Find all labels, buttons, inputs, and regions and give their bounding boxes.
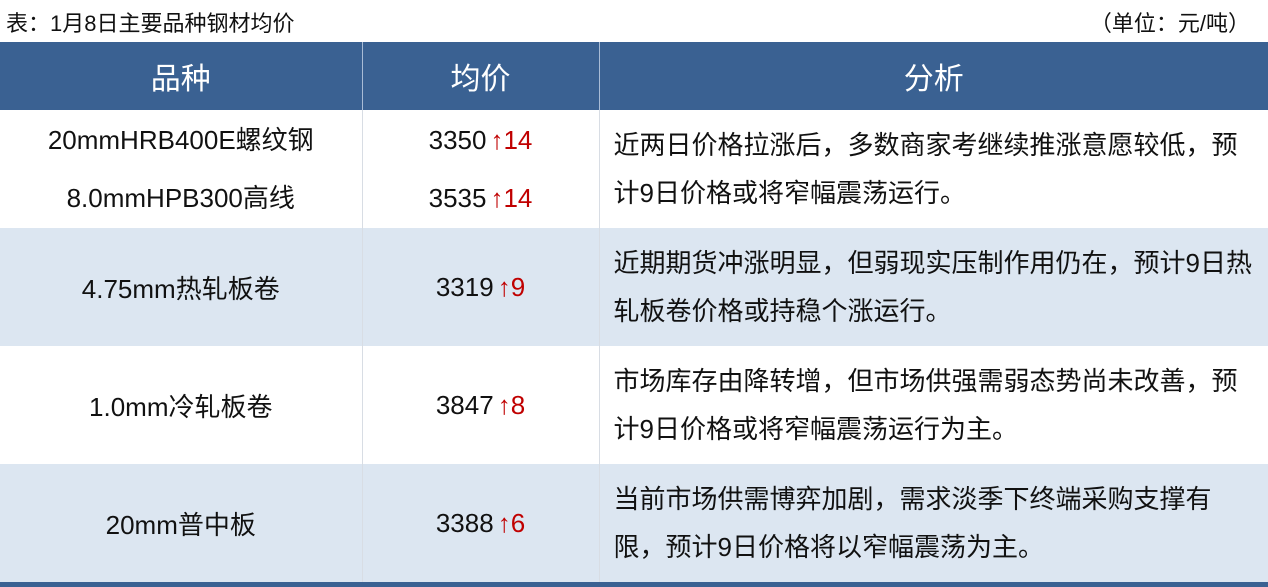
price-cell: 3319 ↑9: [362, 228, 600, 346]
header-product: 品种: [0, 42, 363, 110]
table-row: 1.0mm冷轧板卷 3847 ↑8 市场库存由降转增，但市场供强需弱态势尚未改善，…: [0, 346, 1268, 464]
price-change: ↑6: [497, 507, 526, 538]
header-row: 品种 均价 分析: [0, 42, 1268, 110]
table-row: 20mm普中板 3388 ↑6 当前市场供需博弈加剧，需求淡季下终端采购支撑有限，…: [0, 464, 1268, 587]
price-value: 3350: [428, 125, 487, 155]
price-change: ↑14: [490, 183, 533, 213]
header-analysis: 分析: [599, 42, 1268, 110]
product-name: 20mmHRB400E螺纹钢: [47, 125, 314, 155]
price-value: 3319: [435, 271, 494, 302]
table-row: 4.75mm热轧板卷 3319 ↑9 近期期货冲涨明显，但弱现实压制作用仍在，预计…: [0, 228, 1268, 346]
price-value: 3535: [428, 183, 487, 213]
price-value: 3847: [435, 389, 494, 420]
product-name: 20mm普中板: [0, 464, 363, 587]
product-name: 4.75mm热轧板卷: [0, 228, 363, 346]
unit-label: （单位：元/吨）: [1089, 11, 1250, 36]
header-price: 均价: [362, 42, 600, 110]
table-caption: 表：1月8日主要品种钢材均价: [6, 11, 295, 36]
price-change: ↑14: [490, 125, 533, 155]
analysis-cell: 市场库存由降转增，但市场供强需弱态势尚未改善，预计9日价格或将窄幅震荡运行为主。: [613, 366, 1238, 444]
table-row: 20mmHRB400E螺纹钢 8.0mmHPB300高线 3350 ↑14 353…: [0, 110, 1268, 228]
analysis-cell: 近期期货冲涨明显，但弱现实压制作用仍在，预计9日热轧板卷价格或持稳个涨运行。: [599, 228, 1268, 346]
product-cell: 20mmHRB400E螺纹钢 8.0mmHPB300高线: [0, 110, 363, 228]
price-cell: 3847 ↑8: [362, 346, 600, 464]
price-cell: 3388 ↑6: [362, 464, 600, 587]
analysis-cell: 近两日价格拉涨后，多数商家考继续推涨意愿较低，预计9日价格或将窄幅震荡运行。: [613, 130, 1238, 208]
price-value: 3388: [435, 507, 494, 538]
steel-price-table: 品种 均价 分析 20mmHRB400E螺纹钢 8.0mmHPB300高线 33…: [0, 42, 1268, 587]
product-name: 1.0mm冷轧板卷: [0, 346, 363, 464]
price-change: ↑9: [497, 271, 526, 302]
price-cell: 3350 ↑14 3535 ↑14: [362, 110, 600, 228]
analysis-cell: 当前市场供需博弈加剧，需求淡季下终端采购支撑有限，预计9日价格将以窄幅震荡为主。: [599, 464, 1268, 587]
product-name: 8.0mmHPB300高线: [66, 183, 295, 213]
price-change: ↑8: [497, 389, 526, 420]
